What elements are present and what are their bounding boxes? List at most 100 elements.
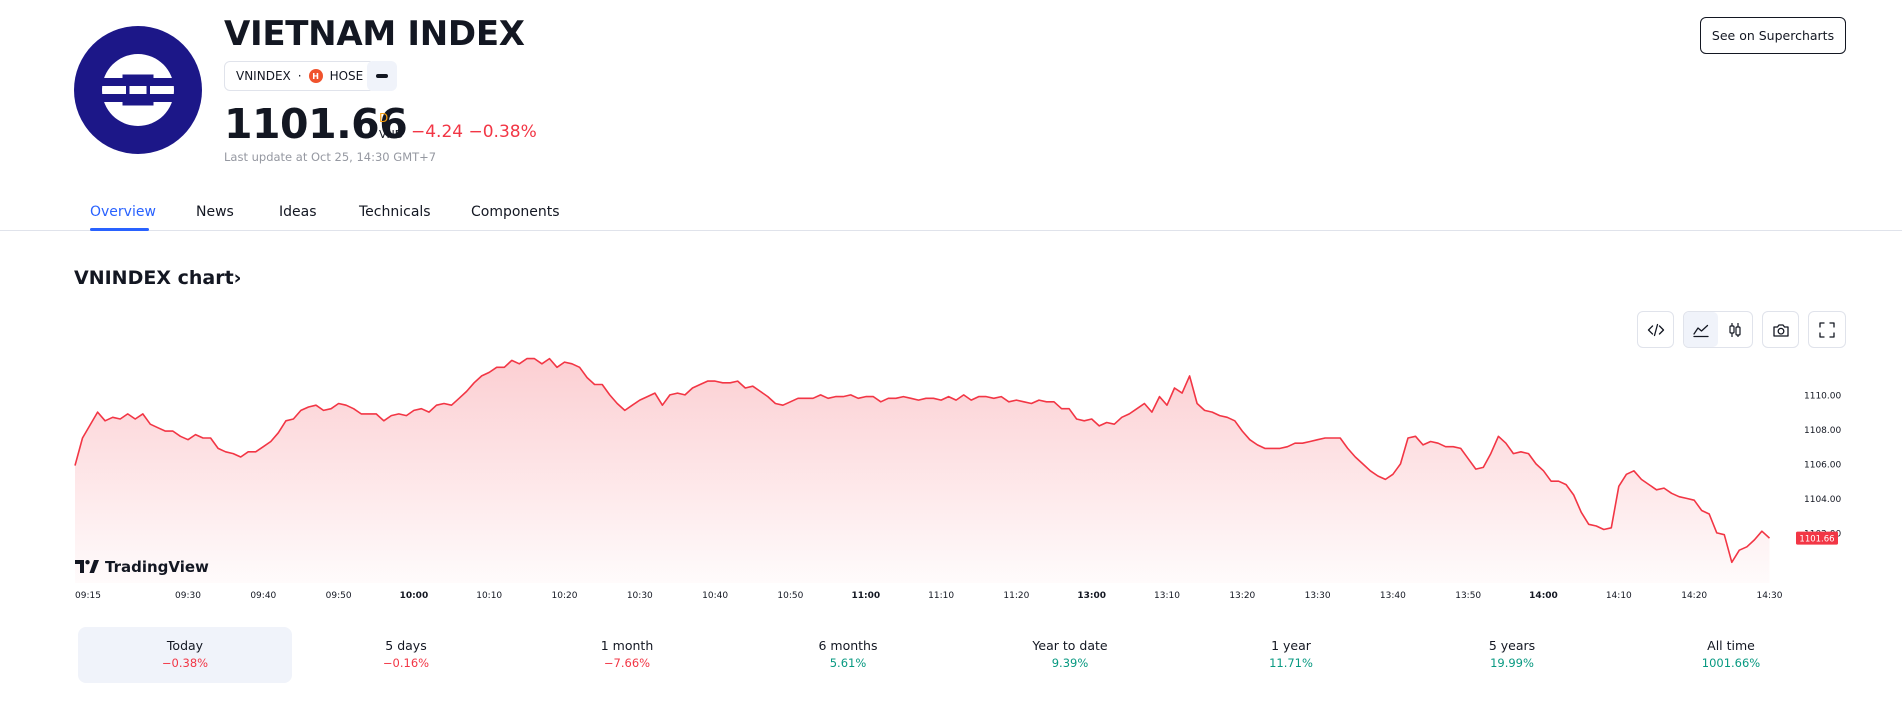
x-axis-tick-label: 09:40 <box>250 591 276 601</box>
range-1-month-button[interactable]: 1 month −7.66% <box>520 627 734 683</box>
range-label: 5 days <box>385 638 427 653</box>
x-axis-tick-label: 09:50 <box>326 591 352 601</box>
tradingview-watermark[interactable]: TradingView <box>75 558 209 576</box>
x-axis-tick-label: 11:20 <box>1003 591 1029 601</box>
area-chart-button[interactable] <box>1684 312 1718 347</box>
range-change: 19.99% <box>1490 656 1534 670</box>
price-change: −4.24 −0.38% <box>411 122 537 142</box>
x-axis-tick-label: 14:30 <box>1757 591 1783 601</box>
embed-code-icon <box>1647 323 1664 336</box>
x-axis-tick-label: 13:50 <box>1455 591 1481 601</box>
tradingview-logo-icon <box>75 560 99 573</box>
period-label: D <box>379 111 389 125</box>
last-update-text: Last update at Oct 25, 14:30 GMT+7 <box>224 150 437 164</box>
x-axis-tick-label: 14:20 <box>1681 591 1707 601</box>
x-axis-tick-label: 10:50 <box>777 591 803 601</box>
range-today-button[interactable]: Today −0.38% <box>78 627 292 683</box>
price-line <box>74 357 1771 564</box>
x-axis-tick-label: 11:00 <box>851 591 880 601</box>
see-on-supercharts-button[interactable]: See on Supercharts <box>1700 17 1846 54</box>
x-axis-tick-label: 10:30 <box>627 591 653 601</box>
range-label: 6 months <box>818 638 878 653</box>
embed-code-button[interactable] <box>1638 312 1673 347</box>
y-axis-tick-label: 1110.00 <box>1804 391 1841 401</box>
last-price-badge-label: 1101.66 <box>1799 534 1834 544</box>
x-axis-tick-label: 09:15 <box>75 591 101 601</box>
x-axis-tick-label: 13:10 <box>1154 591 1180 601</box>
x-axis-tick-label: 13:20 <box>1229 591 1255 601</box>
tab-ideas[interactable]: Ideas <box>279 204 317 220</box>
range-label: Year to date <box>1032 638 1108 653</box>
y-axis-tick-label: 1108.00 <box>1804 426 1841 436</box>
range-change: −0.38% <box>161 656 209 670</box>
ticker-symbol: VNINDEX <box>236 69 291 83</box>
active-tab-indicator <box>90 228 149 231</box>
range-change: 5.61% <box>829 656 867 670</box>
x-axis-tick-label: 13:00 <box>1077 591 1106 601</box>
fullscreen-toolbar-group <box>1808 311 1846 348</box>
chart-section-title[interactable]: VNINDEX chart› <box>74 267 242 289</box>
chevron-right-icon: › <box>233 267 242 289</box>
range-change: 9.39% <box>1051 656 1089 670</box>
collapse-button[interactable] <box>367 61 397 91</box>
range-all-time-button[interactable]: All time 1001.66% <box>1624 627 1838 683</box>
embed-toolbar-group <box>1637 311 1674 348</box>
range-label: All time <box>1707 638 1755 653</box>
x-axis-tick-label: 13:40 <box>1380 591 1406 601</box>
tradingview-brand-text: TradingView <box>105 558 209 576</box>
range-label: 1 year <box>1271 638 1311 653</box>
currency-label: VND <box>379 128 404 141</box>
snapshot-button[interactable] <box>1763 312 1798 347</box>
x-axis-tick-label: 10:20 <box>552 591 578 601</box>
range-label: Today <box>166 638 204 653</box>
exchange-logo-icon: H <box>308 69 323 83</box>
range-change: 11.71% <box>1269 656 1313 670</box>
range-change: 1001.66% <box>1701 656 1761 670</box>
last-price-badge <box>1796 531 1838 545</box>
chart-section-title-text: VNINDEX chart <box>74 267 234 289</box>
logo-mark-icon <box>100 54 176 126</box>
tab-technicals[interactable]: Technicals <box>359 204 431 220</box>
range-label: 5 years <box>1488 638 1536 653</box>
candlestick-icon <box>1729 322 1741 337</box>
tab-overview[interactable]: Overview <box>90 204 156 220</box>
last-price: 1101.66 <box>224 100 408 148</box>
tab-bar: Overview News Ideas Technicals Component… <box>0 200 1902 231</box>
x-axis-tick-label: 11:10 <box>928 591 954 601</box>
range-label: 1 month <box>600 638 654 653</box>
x-axis-tick-label: 10:10 <box>476 591 502 601</box>
range-5-years-button[interactable]: 5 years 19.99% <box>1405 627 1619 683</box>
range-change: −7.66% <box>603 656 651 670</box>
x-axis-tick-label: 10:40 <box>702 591 728 601</box>
price-area-fill <box>75 358 1770 583</box>
x-axis-tick-label: 14:10 <box>1606 591 1632 601</box>
range-6-months-button[interactable]: 6 months 5.61% <box>741 627 955 683</box>
chart-style-toolbar-group <box>1683 311 1753 348</box>
separator: · <box>297 69 302 83</box>
page-title: VIETNAM INDEX <box>224 14 525 54</box>
minus-icon <box>376 74 388 78</box>
range-change: −0.16% <box>382 656 430 670</box>
fullscreen-button[interactable] <box>1809 312 1844 347</box>
symbol-pill[interactable]: VNINDEX · H HOSE <box>224 61 376 91</box>
candlestick-chart-button[interactable] <box>1718 312 1752 347</box>
performance-range-selector: Today −0.38% 5 days −0.16% 1 month −7.66… <box>78 627 1838 683</box>
vnindex-logo <box>74 26 202 154</box>
area-chart-icon <box>1693 324 1709 337</box>
range-5-days-button[interactable]: 5 days −0.16% <box>299 627 513 683</box>
camera-icon <box>1772 323 1789 337</box>
snapshot-toolbar-group <box>1762 311 1799 348</box>
exchange-name: HOSE <box>329 69 364 83</box>
fullscreen-icon <box>1818 321 1835 338</box>
x-axis-tick-label: 13:30 <box>1305 591 1331 601</box>
tab-components[interactable]: Components <box>471 204 560 220</box>
range-year-to-date-button[interactable]: Year to date 9.39% <box>963 627 1177 683</box>
x-axis-tick-label: 14:00 <box>1529 591 1558 601</box>
tab-news[interactable]: News <box>196 204 234 220</box>
y-axis-tick-label: 1104.00 <box>1804 495 1841 505</box>
x-axis-tick-label: 09:30 <box>175 591 201 601</box>
y-axis-tick-label: 1106.00 <box>1804 460 1841 470</box>
range-1-year-button[interactable]: 1 year 11.71% <box>1184 627 1398 683</box>
x-axis-tick-label: 10:00 <box>400 591 429 601</box>
